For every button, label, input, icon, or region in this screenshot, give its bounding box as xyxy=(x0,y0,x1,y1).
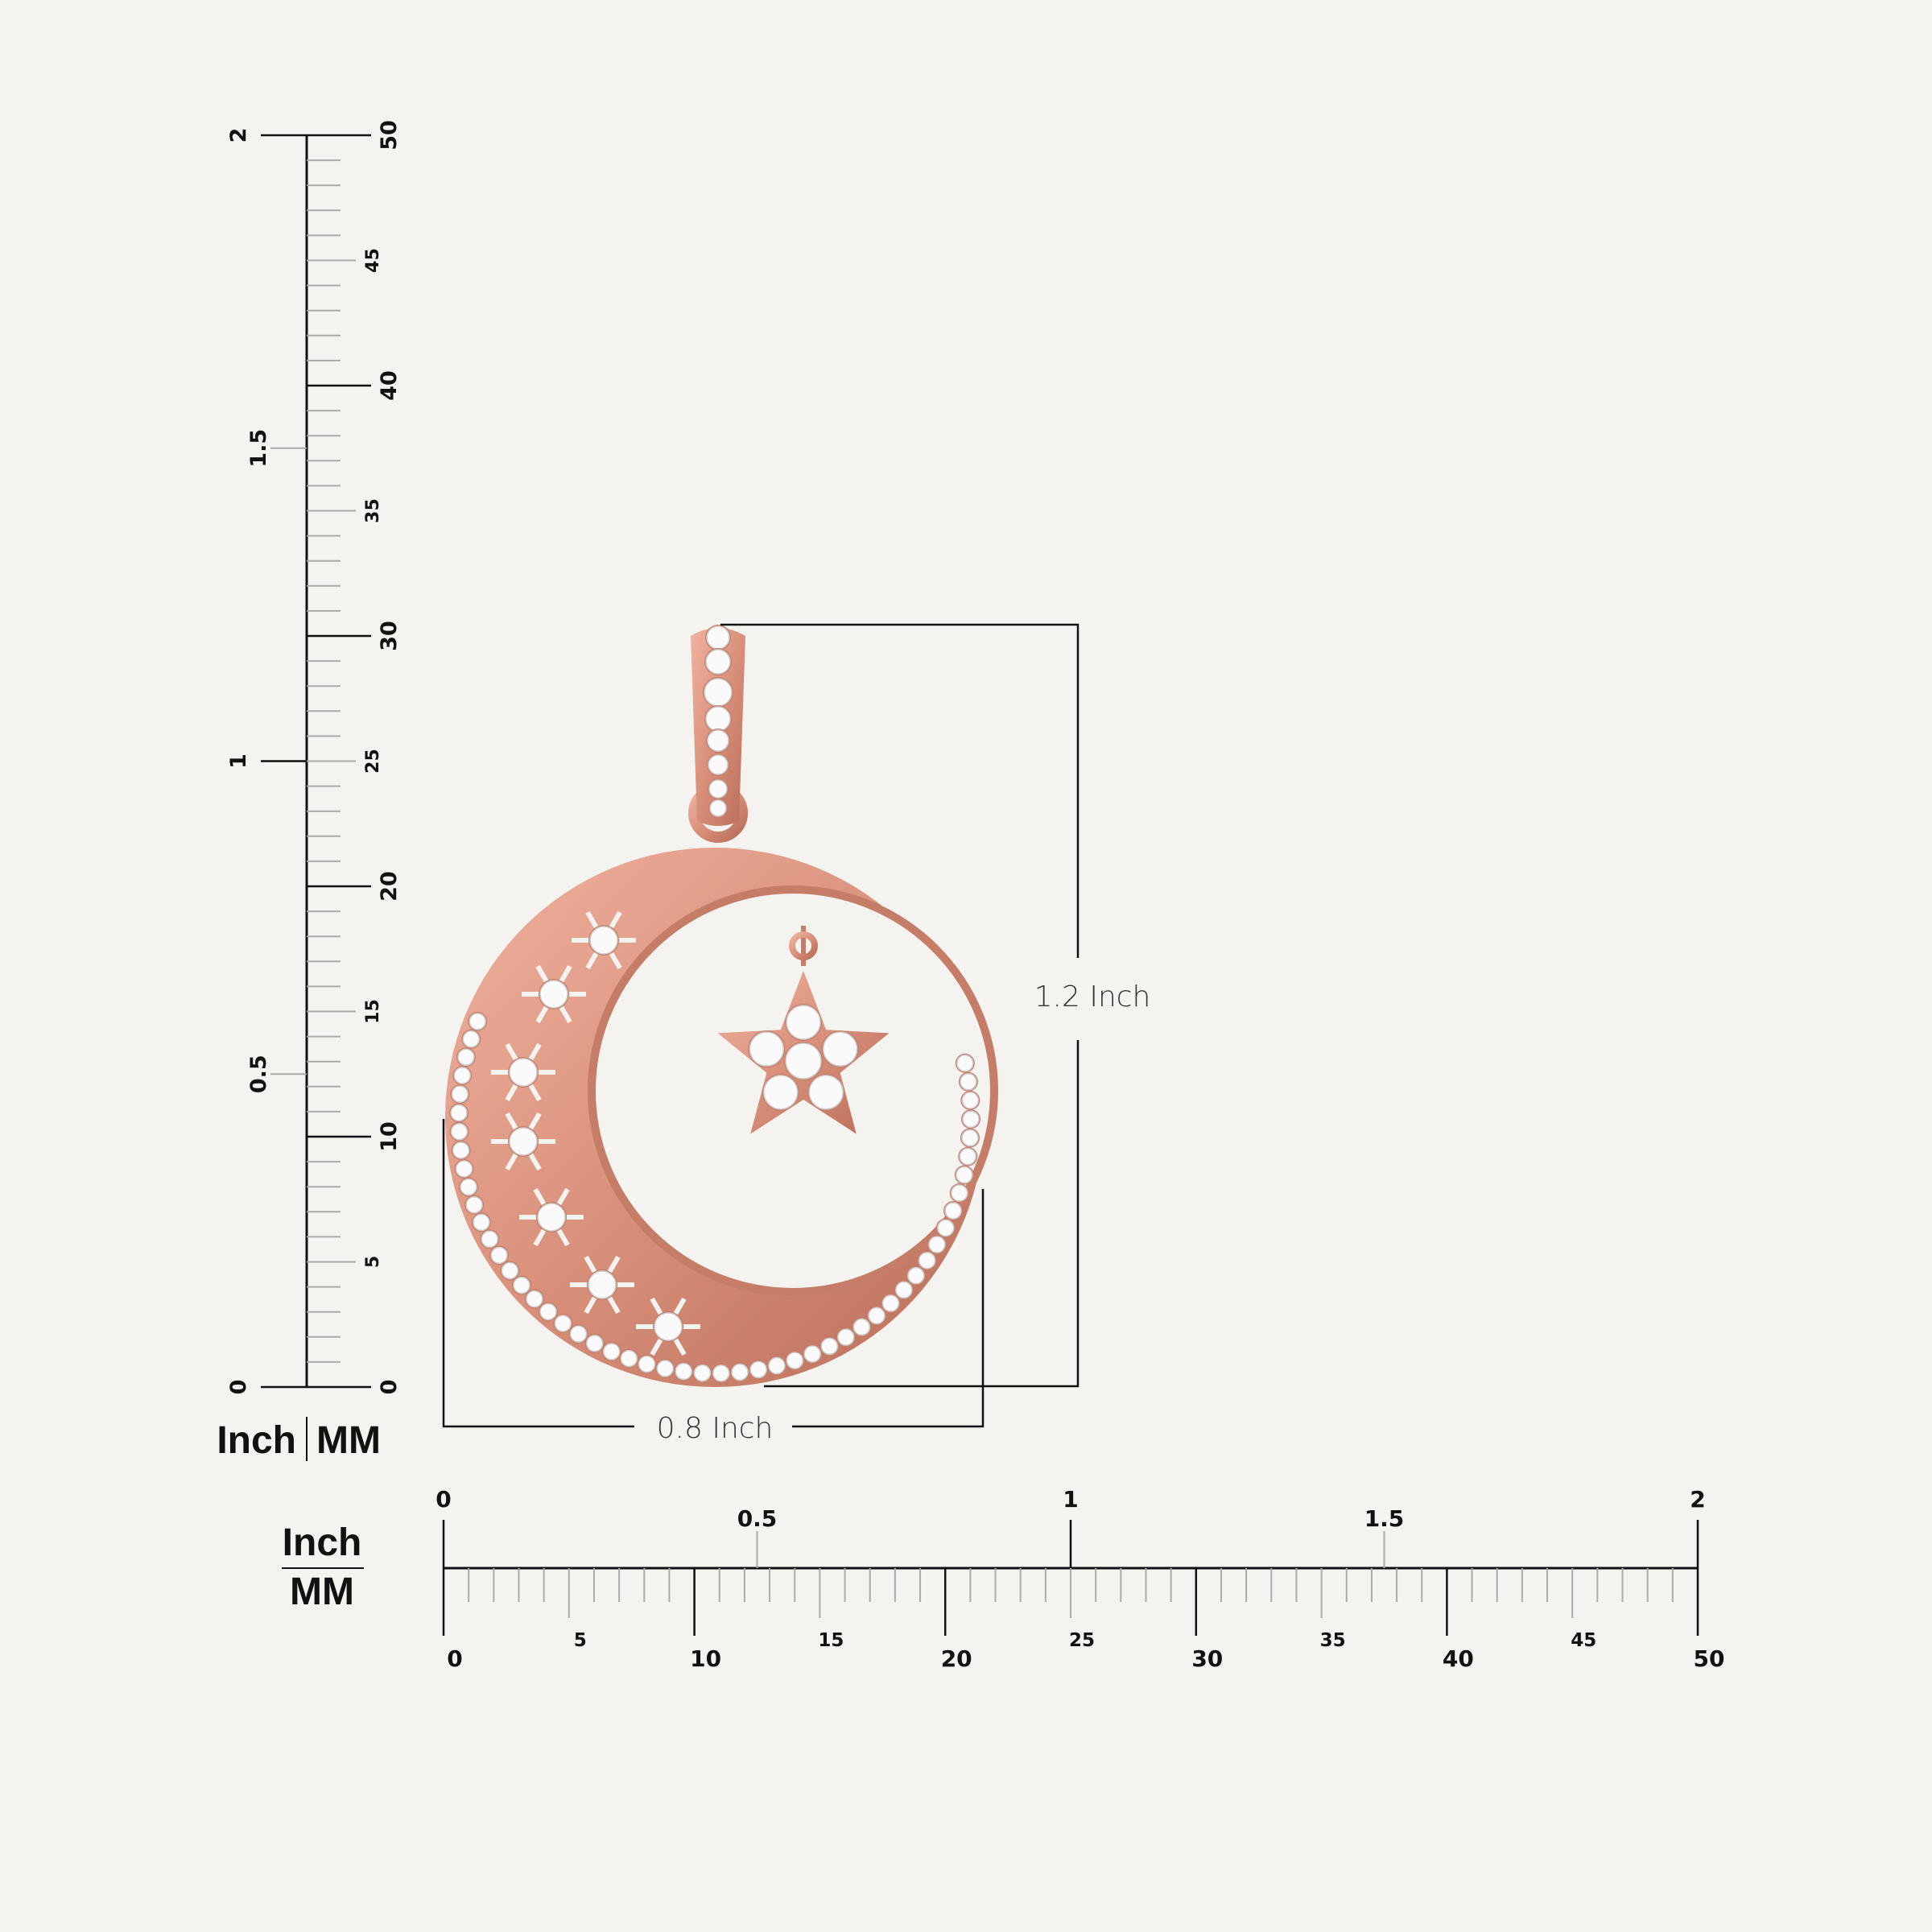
inch-tick-label: 0 xyxy=(436,1486,451,1513)
mm-tick-label: 30 xyxy=(377,621,402,651)
mm-tick-label: 20 xyxy=(941,1645,972,1672)
mm-tick-label: 0 xyxy=(377,1380,402,1395)
inch-tick-label: 0.5 xyxy=(737,1505,778,1532)
inch-tick-label: 2 xyxy=(1690,1486,1705,1513)
vertical-ruler-mm-label: MM xyxy=(316,1419,381,1462)
width-dimension-label: 0.8 Inch xyxy=(657,1412,774,1445)
mm-tick-label: 30 xyxy=(1191,1645,1223,1672)
vertical-ruler-inch-label: Inch xyxy=(217,1419,296,1462)
inch-tick-label: 0 xyxy=(226,1380,251,1395)
mm-tick-label: 5 xyxy=(574,1630,587,1651)
horizontal-ruler-mm-label: MM xyxy=(290,1571,354,1613)
horizontal-ruler-inch-label: Inch xyxy=(283,1521,362,1564)
height-dimension xyxy=(720,623,1080,1388)
mm-tick-label: 25 xyxy=(363,749,383,774)
mm-tick-label: 15 xyxy=(363,999,383,1024)
mm-tick-label: 50 xyxy=(377,120,402,151)
inch-tick-label: 0.5 xyxy=(246,1055,271,1093)
mm-tick-label: 10 xyxy=(690,1645,721,1672)
mm-tick-label: 45 xyxy=(363,248,383,273)
mm-tick-label: 45 xyxy=(1571,1630,1596,1651)
inch-tick-label: 2 xyxy=(226,128,251,143)
width-dimension xyxy=(442,1119,985,1428)
horizontal-ruler: 0 5 10 15 20 25 30 35 40 45 50 0 0.5 1 1.5 2 xyxy=(436,1486,1724,1672)
mm-tick-label: 5 xyxy=(363,1256,383,1268)
mm-tick-label: 15 xyxy=(818,1630,844,1651)
mm-tick-label: 25 xyxy=(1069,1630,1095,1651)
mm-tick-label: 10 xyxy=(377,1121,402,1152)
mm-tick-label: 20 xyxy=(377,871,402,902)
mm-tick-label: 50 xyxy=(1694,1645,1725,1672)
height-dimension-label: 1.2 Inch xyxy=(1034,980,1151,1013)
mm-tick-label: 35 xyxy=(363,498,383,523)
mm-tick-label: 40 xyxy=(377,370,402,401)
inch-tick-label: 1.5 xyxy=(1364,1505,1405,1532)
mm-tick-label: 35 xyxy=(1320,1630,1346,1651)
inch-tick-label: 1 xyxy=(1063,1486,1078,1513)
mm-tick-label: 40 xyxy=(1443,1645,1474,1672)
mm-tick-label: 0 xyxy=(447,1645,462,1672)
inch-tick-label: 1.5 xyxy=(246,429,271,468)
inch-tick-label: 1 xyxy=(226,753,251,769)
vertical-ruler: 0 5 10 15 20 25 30 35 40 45 50 0 0.5 1 1.5 2 xyxy=(226,120,402,1394)
